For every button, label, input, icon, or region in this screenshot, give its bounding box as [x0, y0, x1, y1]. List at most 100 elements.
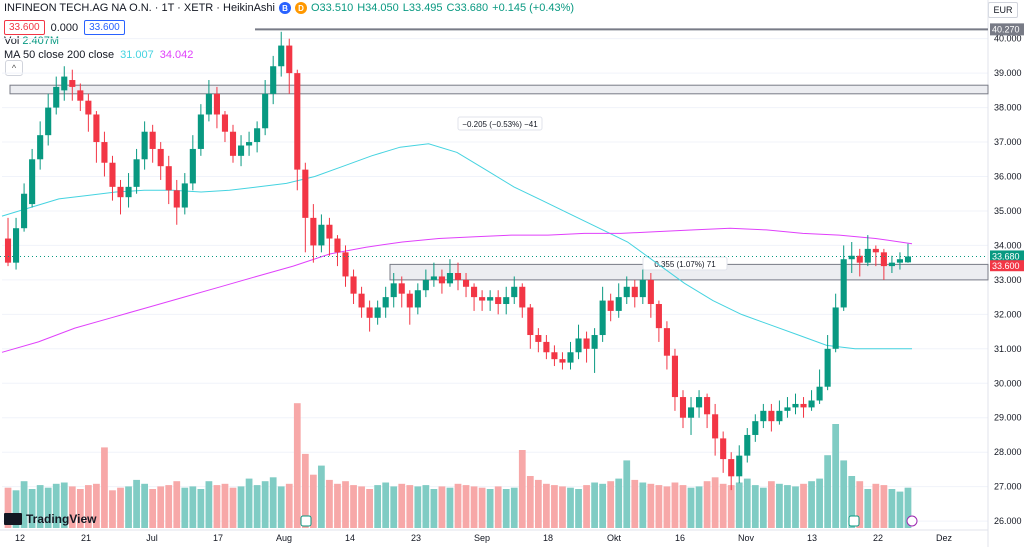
current-price-box: [990, 250, 1024, 262]
sell-price-box[interactable]: 33.600: [4, 20, 45, 35]
volume-bar: [414, 486, 422, 528]
volume-bar: [759, 487, 767, 528]
volume-bar: [229, 487, 237, 528]
volume-bar: [245, 478, 253, 528]
volume-bar: [430, 489, 438, 528]
candle-body: [21, 193, 28, 229]
candle-body: [85, 100, 92, 115]
ma200-value: 34.042: [159, 49, 194, 61]
candle-body: [872, 248, 879, 253]
candle-body: [366, 307, 373, 318]
dividend-marker: [906, 515, 918, 527]
volume-bar: [575, 489, 582, 528]
x-tick-label: Nov: [738, 533, 755, 543]
candle-body: [430, 276, 437, 280]
current-price-label: 33.600: [992, 261, 1020, 271]
collapse-legend-button[interactable]: ^: [5, 60, 23, 76]
hline-price-label: 40.270: [992, 24, 1020, 34]
candle-body: [848, 255, 855, 260]
candle-body: [302, 169, 309, 218]
candle-body: [792, 403, 799, 408]
buy-price-box[interactable]: 33.600: [84, 20, 125, 35]
volume-bar: [285, 483, 293, 528]
candle-body: [760, 410, 767, 422]
candle-body: [205, 93, 212, 115]
volume-bar: [655, 485, 663, 528]
candle-body: [286, 45, 293, 74]
candle-body: [197, 114, 204, 149]
candle-body: [591, 335, 598, 349]
volume-bar: [743, 478, 751, 528]
legend-row-2: 33.600 0.000 33.600: [4, 20, 125, 35]
volume-bar: [856, 481, 864, 528]
volume-bar: [687, 487, 695, 528]
candle-body: [784, 407, 791, 411]
candle-body: [647, 279, 654, 305]
candle-body: [607, 300, 614, 311]
candle-body: [77, 90, 84, 101]
candle-body: [623, 286, 630, 298]
candle-body: [487, 297, 494, 301]
candle-body: [631, 286, 638, 298]
y-tick-label: 27.000: [994, 482, 1022, 492]
volume-bar: [583, 485, 590, 528]
volume-bar: [406, 485, 414, 528]
candle-body: [880, 252, 887, 267]
candle-body: [318, 224, 325, 246]
candle-body: [776, 410, 783, 422]
candle-body: [840, 259, 847, 308]
candle-body: [189, 148, 196, 184]
x-tick-label: 16: [675, 533, 685, 543]
volume-bar: [462, 485, 470, 528]
y-tick-label: 36.000: [994, 172, 1022, 182]
candle-body: [655, 304, 662, 329]
ma200-line: [1, 227, 913, 353]
candle-body: [406, 293, 413, 308]
volume-bar: [792, 486, 799, 528]
y-tick-label: 35.000: [994, 206, 1022, 216]
legend-volume[interactable]: Vol 2.407M: [4, 35, 59, 47]
volume-bar: [502, 489, 510, 528]
candle-body: [543, 341, 550, 353]
volume-bar: [768, 481, 775, 528]
volume-bar: [840, 460, 848, 528]
candle-body: [720, 438, 727, 460]
volume-bar: [800, 483, 807, 528]
candle-body: [12, 228, 20, 263]
range-label-box: [457, 116, 543, 131]
volume-bar: [28, 489, 36, 528]
candle-body: [181, 183, 188, 208]
candle-body: [390, 283, 397, 298]
volume-bar: [318, 465, 325, 528]
tradingview-logo[interactable]: TradingView: [4, 512, 96, 526]
candle-body: [382, 297, 389, 308]
candle-body: [736, 455, 743, 477]
candle-body: [704, 397, 711, 415]
candle-body: [294, 73, 301, 170]
volume-bar: [904, 487, 912, 528]
legend-ma[interactable]: MA 50 close 200 close 31.007 34.042: [4, 49, 193, 61]
candle-body: [358, 293, 365, 308]
legend-close: C33.680: [446, 2, 489, 14]
y-tick-label: 40.000: [994, 34, 1022, 44]
d-icon: D: [294, 2, 307, 14]
volume-bar: [776, 483, 783, 528]
volume-bar: [261, 481, 269, 528]
ma-label: MA 50 close 200 close: [4, 49, 115, 61]
legend-title[interactable]: INFINEON TECH.AG NA O.N. · 1T · XETR · H…: [4, 2, 275, 14]
volume-bar: [711, 477, 719, 528]
range-label: 0.355 (1.07%) 71: [654, 260, 716, 269]
candle-body: [101, 142, 108, 163]
candle-body: [262, 93, 269, 129]
volume-bar: [301, 453, 309, 528]
volume-bar: [526, 476, 534, 528]
volume-bar: [52, 483, 60, 528]
volume-bar: [607, 481, 615, 528]
candle-body: [816, 386, 823, 401]
volume-bar: [125, 486, 132, 528]
candle-body: [254, 128, 261, 143]
volume-bar: [398, 483, 406, 528]
volume-bar: [374, 485, 382, 528]
candle-body: [479, 297, 486, 301]
